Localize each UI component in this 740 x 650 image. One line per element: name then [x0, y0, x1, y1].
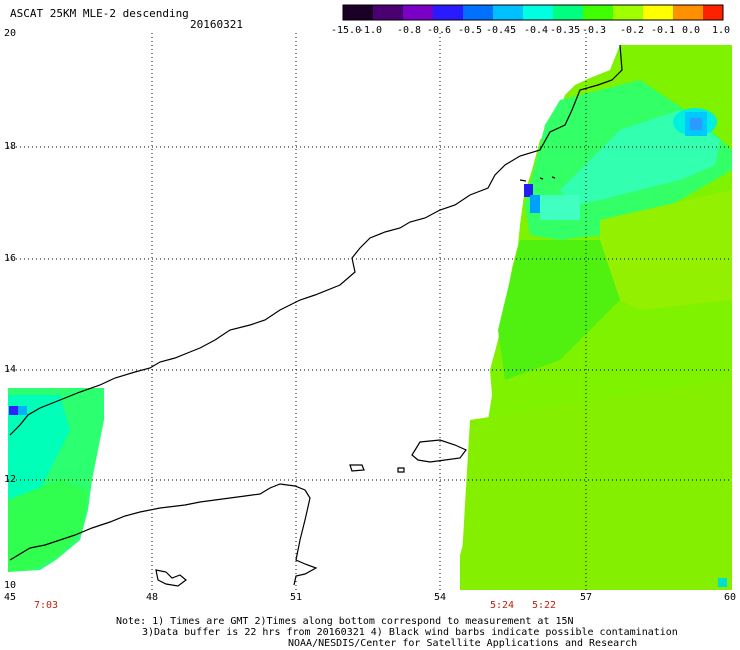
colorbar-swatch-6: [493, 5, 523, 20]
colorbar-swatch-4: [433, 5, 463, 20]
colorbar-swatch-3: [403, 5, 433, 20]
lat-label: 18: [4, 141, 17, 152]
colorbar-swatch-5: [463, 5, 493, 20]
colorbar-label: 1.0: [712, 25, 731, 36]
lon-label: 60: [724, 592, 737, 603]
colorbar-label: -0.4: [524, 25, 549, 36]
colorbar-label: -0.3: [582, 25, 607, 36]
colorbar-label: -0.8: [397, 25, 422, 36]
colorbar-label: -0.6: [427, 25, 452, 36]
colorbar-swatch-10: [613, 5, 643, 20]
pass-time: 7:03: [34, 600, 59, 611]
lon-label: 45: [4, 592, 17, 603]
colorbar-swatch-2: [373, 5, 403, 20]
colorbar-swatch-8: [553, 5, 583, 20]
lat-label: 20: [4, 28, 17, 39]
colorbar-swatch-12: [673, 5, 703, 20]
colorbar-swatch-11: [643, 5, 673, 20]
lon-label: 51: [290, 592, 303, 603]
pass-time: 5:22: [532, 600, 557, 611]
note-line-3: NOAA/NESDIS/Center for Satellite Applica…: [288, 638, 638, 649]
lon-label: 57: [580, 592, 593, 603]
lon-label: 54: [434, 592, 447, 603]
colorbar-label: 0.0: [682, 25, 701, 36]
grid-lines: [8, 33, 732, 590]
colorbar-label: -0.1: [651, 25, 676, 36]
colorbar-swatch-1: [343, 5, 373, 20]
pass-time: 5:24: [490, 600, 515, 611]
lon-label: 48: [146, 592, 159, 603]
lat-label: 16: [4, 253, 17, 264]
note-line-1: Note: 1) Times are GMT 2)Times along bot…: [116, 616, 574, 627]
colorbar-swatch-9: [583, 5, 613, 20]
colorbar-label: -0.5: [458, 25, 483, 36]
colorbar-swatch-13: [703, 5, 723, 20]
colorbar-label: -0.45: [486, 25, 517, 36]
lat-label: 12: [4, 474, 17, 485]
lat-label: 14: [4, 364, 17, 375]
colorbar-label: -15.0: [331, 25, 362, 36]
colorbar-label: -0.2: [620, 25, 645, 36]
map-title: ASCAT 25KM MLE-2 descending: [10, 7, 189, 20]
note-line-2: 3)Data buffer is 22 hrs from 20160321 4)…: [142, 627, 678, 638]
coastline: [9, 44, 623, 587]
colorbar-label: -0.35: [550, 25, 581, 36]
data-swath-east: [460, 45, 732, 590]
lat-label: 10: [4, 580, 17, 591]
colorbar-swatch-7: [523, 5, 553, 20]
colorbar-label: -1.0: [358, 25, 383, 36]
colorbar: [342, 4, 724, 21]
map-date: 20160321: [190, 18, 243, 31]
